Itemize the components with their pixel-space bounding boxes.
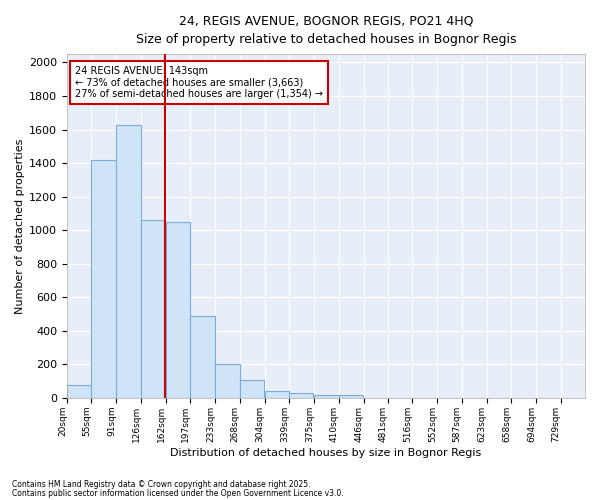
Bar	[239, 380, 264, 398]
Bar	[314, 394, 338, 398]
Text: 24 REGIS AVENUE: 143sqm
← 73% of detached houses are smaller (3,663)
27% of semi: 24 REGIS AVENUE: 143sqm ← 73% of detache…	[75, 66, 323, 100]
Bar	[141, 220, 165, 398]
Bar	[67, 384, 91, 398]
Bar	[166, 222, 190, 398]
Bar	[338, 396, 363, 398]
Text: Contains public sector information licensed under the Open Government Licence v3: Contains public sector information licen…	[12, 489, 344, 498]
Y-axis label: Number of detached properties: Number of detached properties	[15, 138, 25, 314]
Bar	[265, 391, 289, 398]
Bar	[190, 316, 215, 398]
Bar	[215, 364, 239, 398]
Bar	[91, 160, 116, 398]
X-axis label: Distribution of detached houses by size in Bognor Regis: Distribution of detached houses by size …	[170, 448, 482, 458]
Bar	[116, 124, 141, 398]
Bar	[289, 393, 313, 398]
Title: 24, REGIS AVENUE, BOGNOR REGIS, PO21 4HQ
Size of property relative to detached h: 24, REGIS AVENUE, BOGNOR REGIS, PO21 4HQ…	[136, 15, 516, 46]
Text: Contains HM Land Registry data © Crown copyright and database right 2025.: Contains HM Land Registry data © Crown c…	[12, 480, 311, 489]
